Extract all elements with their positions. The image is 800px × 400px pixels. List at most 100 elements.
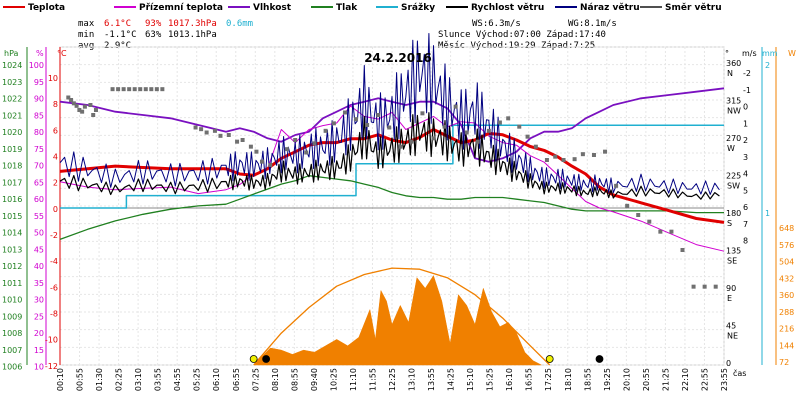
time-tick: 15:25 [486, 368, 495, 391]
direction-letter: E [727, 294, 732, 303]
temperature-tick: 6 [53, 126, 58, 135]
wind-gust-line [59, 33, 720, 195]
wind-direction-point [591, 153, 596, 157]
temperature-tick: 10 [48, 74, 58, 83]
time-tick: 09:40 [310, 368, 319, 391]
stats-max-temp: 6.1°C [104, 19, 131, 29]
wind-direction-point [517, 124, 522, 129]
humidity-tick: 50 [34, 229, 44, 238]
stats-sun: Slunce Východ:07:00 Západ:17:40 [438, 30, 606, 40]
time-tick: 20:55 [642, 368, 651, 391]
temperature-tick: -4 [50, 257, 58, 266]
time-tick: 16:55 [525, 368, 534, 391]
humidity-tick: 40 [34, 262, 44, 271]
stats-min-label: min [78, 30, 94, 40]
wind-direction-point [77, 108, 82, 112]
time-tick: 15:10 [466, 368, 475, 391]
direction-letter: N [727, 69, 733, 78]
humidity-tick: 70 [34, 162, 44, 171]
time-tick: 04:55 [173, 368, 182, 391]
time-tick: 02:25 [115, 368, 124, 391]
pressure-tick: 1007 [2, 346, 22, 355]
wind-direction-point [323, 128, 328, 133]
wind-direction-point [691, 284, 696, 289]
stats-min-temp: -1.1°C [104, 30, 137, 40]
wind-direction-point [110, 87, 115, 92]
direction-tick: 315 [726, 97, 741, 106]
wind-direction-point [240, 138, 245, 142]
time-tick: 13:55 [427, 368, 436, 391]
wind-direction-point [293, 138, 298, 142]
wind-direction-point [66, 95, 71, 100]
time-tick: 16:10 [505, 368, 514, 391]
time-tick: 23:55 [720, 368, 729, 391]
time-tick: 06:10 [212, 368, 221, 391]
wind-direction-point [121, 87, 126, 92]
wind-direction-point [91, 113, 96, 117]
wind-direction-point [149, 87, 154, 92]
chart-title: 24.2.2016 [364, 51, 432, 65]
rain-tick: 1 [765, 209, 770, 218]
pressure-tick: 1006 [2, 363, 22, 372]
wind-direction-point [342, 110, 347, 115]
wind-direction-point [453, 104, 458, 109]
solar-tick: 576 [779, 241, 794, 250]
plot-grid [59, 46, 725, 366]
temperature-tick: 2 [53, 179, 58, 188]
wind-direction-point [525, 134, 530, 139]
wind-direction-point [312, 141, 317, 146]
humidity-tick: 75 [34, 145, 44, 154]
solar-tick: 216 [779, 325, 794, 334]
humidity-tick: 10 [34, 363, 44, 372]
time-tick: 03:10 [134, 368, 143, 391]
wind-direction-point [572, 157, 577, 162]
humidity-tick: 65 [34, 178, 44, 187]
humidity-tick: 100 [29, 61, 44, 70]
wind-speed-tick: 1 [743, 119, 748, 128]
sun-elevation-line [253, 267, 551, 366]
wind-direction-point [506, 116, 511, 121]
humidity-tick: 30 [34, 296, 44, 305]
pressure-tick: 1013 [2, 245, 22, 254]
wind-direction-point [409, 139, 414, 144]
wind-direction-point [235, 139, 240, 144]
legend-label-5: Rychlost větru [471, 2, 544, 13]
time-tick: 05:25 [193, 368, 202, 391]
pressure-tick: 1020 [2, 128, 22, 137]
wind-direction-point [636, 213, 641, 217]
stats-moon: Měsíc Východ:19:29 Západ:7:25 [438, 41, 595, 51]
stats-max-label: max [78, 19, 95, 29]
wind-direction-point [154, 87, 159, 92]
temperature-tick: 8 [53, 100, 58, 109]
pressure-tick: 1017 [2, 178, 22, 187]
wind-direction-point [603, 149, 608, 154]
wind-speed-tick: -2 [743, 69, 751, 78]
wind-direction-point [387, 125, 392, 130]
wind-direction-point [268, 163, 273, 167]
stats-min-press: 1013.1hPa [168, 30, 217, 40]
wind-direction-point [193, 125, 198, 130]
wind-direction-point [127, 87, 132, 92]
wind-direction-point [398, 144, 403, 149]
pressure-tick: 1014 [2, 229, 22, 238]
time-tick: 19:25 [603, 368, 612, 391]
wind-speed-tick: 6 [743, 203, 748, 212]
solar-tick: 504 [779, 258, 794, 267]
wind-speed-tick: 3 [743, 153, 748, 162]
temperature-tick: -2 [50, 231, 58, 240]
stats-block: max min avg 6.1°C -1.1°C 2.9°C 93% 63% 1… [78, 19, 617, 51]
time-tick: 11:10 [349, 368, 358, 391]
direction-tick: 270 [726, 134, 741, 143]
pressure-tick: 1010 [2, 296, 22, 305]
wind-direction-point [226, 133, 231, 137]
stats-avg-temp: 2.9°C [104, 41, 131, 51]
wind-direction-point [442, 124, 447, 129]
time-tick: 21:25 [661, 368, 670, 391]
wind-speed-tick: 7 [743, 220, 748, 229]
legend: Teplota Přízemní teplota Vlhkost Tlak Srážky… [3, 2, 722, 13]
time-tick: 07:25 [251, 368, 260, 391]
humidity-tick: 15 [34, 346, 44, 355]
direction-tick: 45 [726, 322, 736, 331]
wind-direction-point [160, 87, 165, 92]
